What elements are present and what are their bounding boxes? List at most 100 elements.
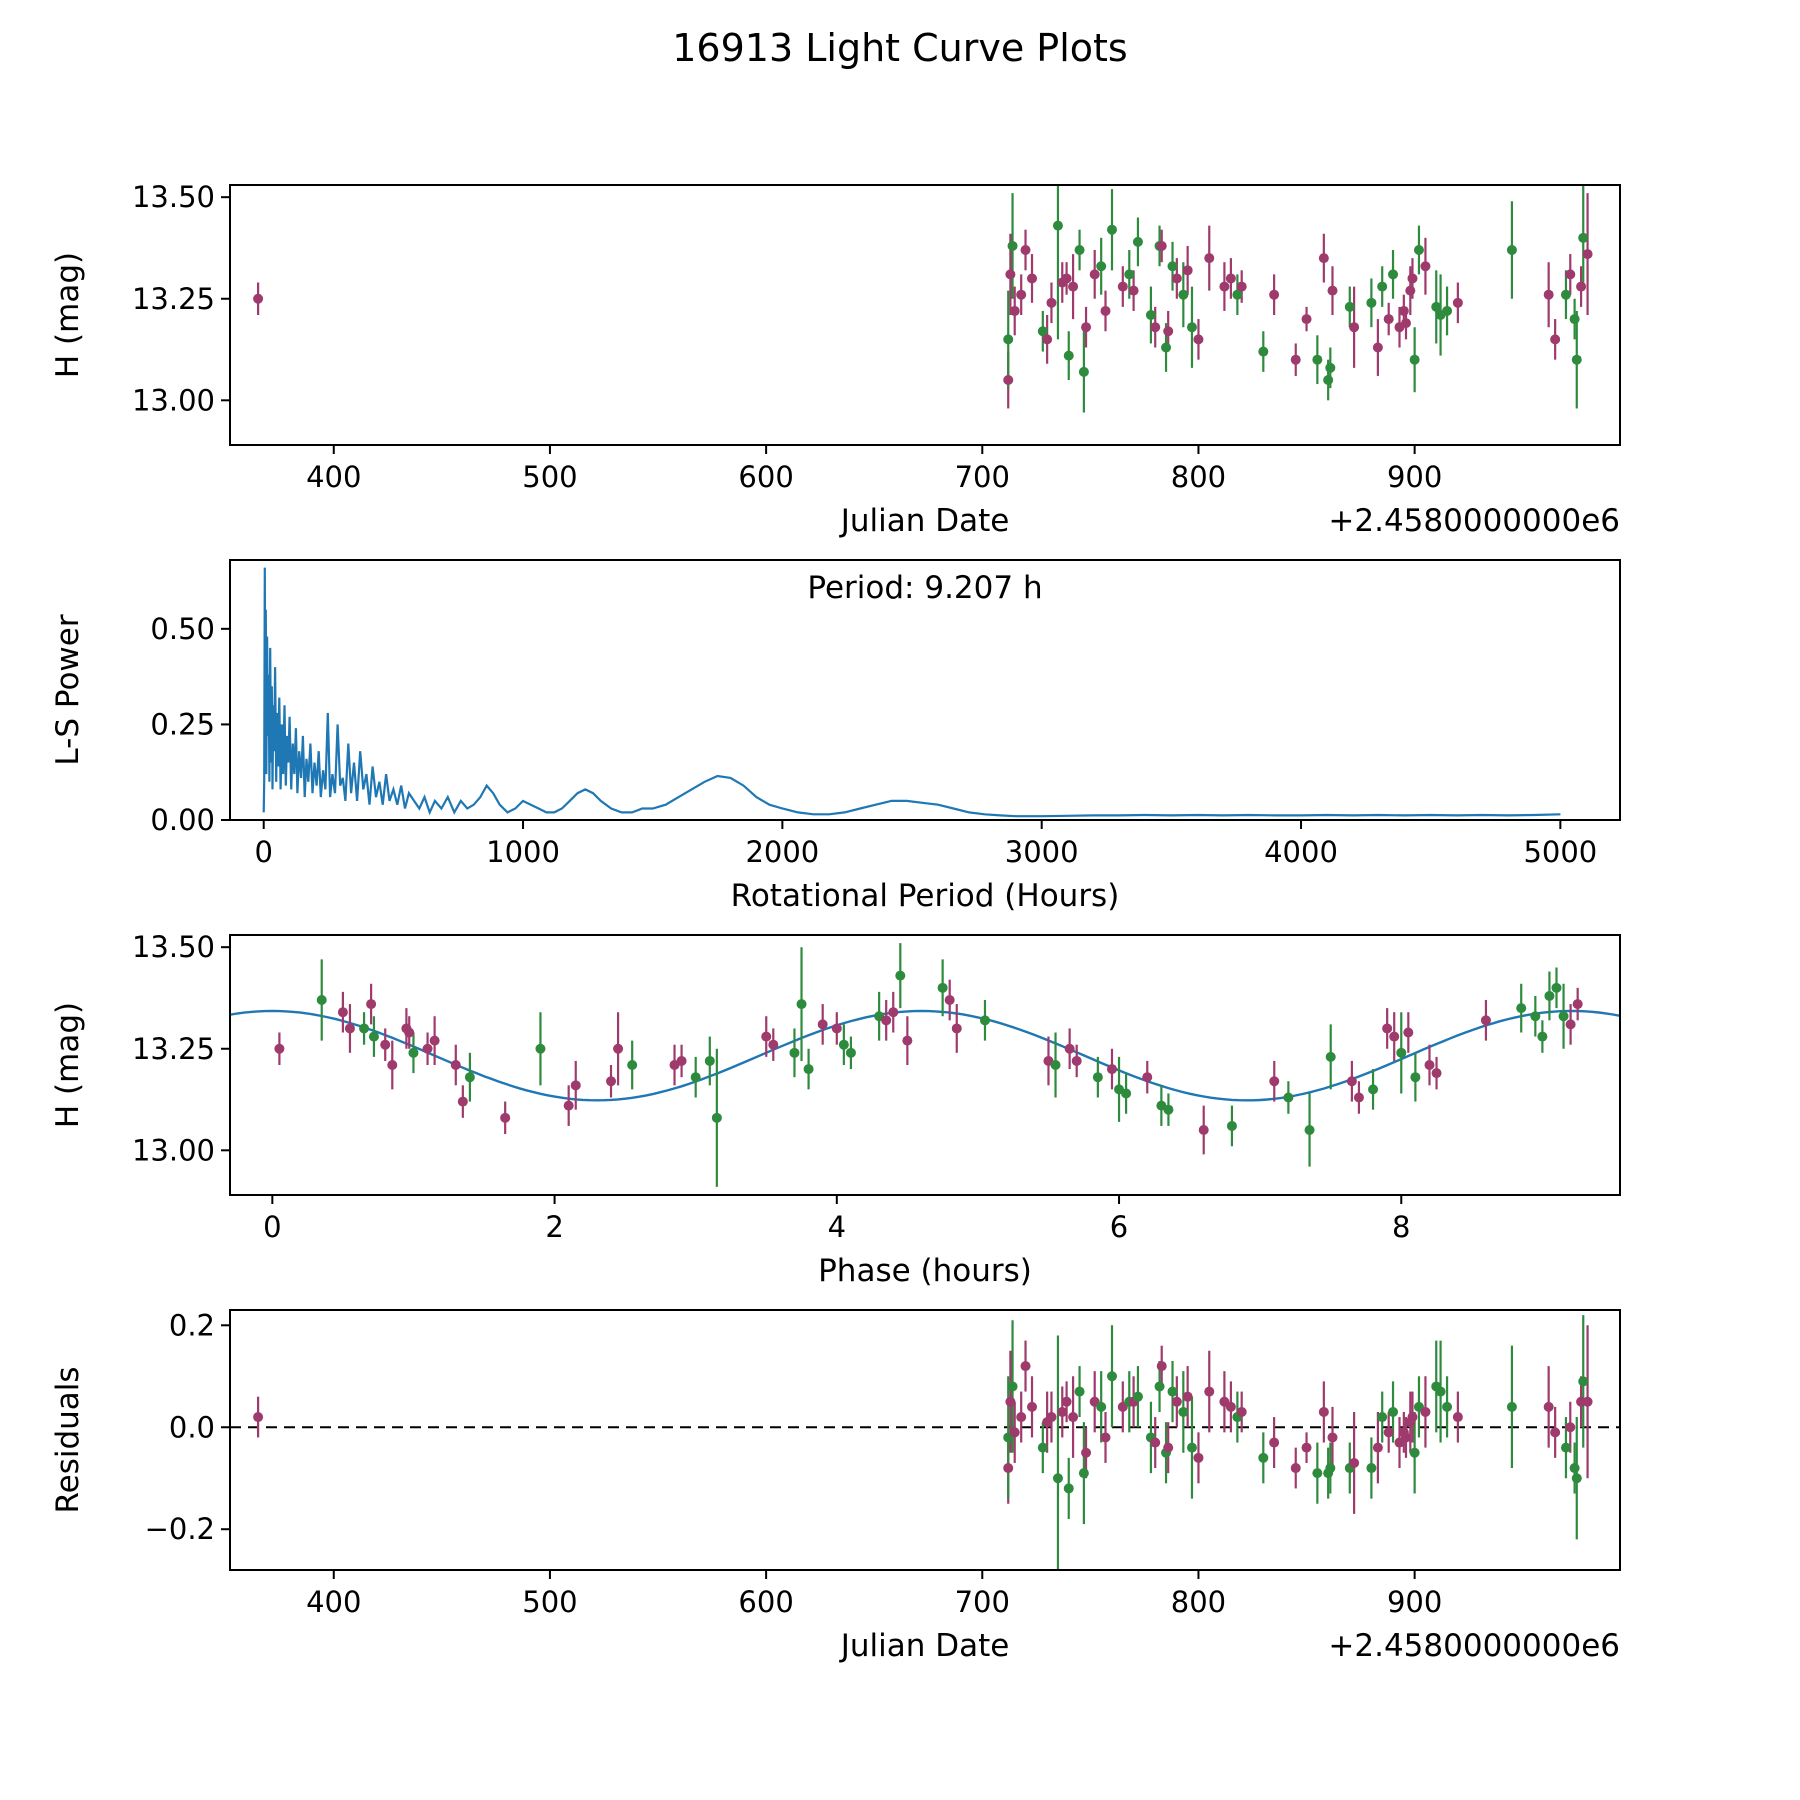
data-point bbox=[368, 1031, 379, 1042]
data-point bbox=[1506, 1401, 1517, 1412]
data-point bbox=[1565, 1019, 1576, 1030]
x-axis-offset-label: +2.4580000000e6 bbox=[1328, 503, 1620, 539]
data-point bbox=[1377, 281, 1388, 292]
data-point bbox=[1407, 1412, 1418, 1423]
data-point bbox=[1560, 289, 1571, 300]
data-point bbox=[1005, 1396, 1016, 1407]
data-point bbox=[1318, 253, 1329, 264]
data-point bbox=[1346, 1076, 1357, 1087]
data-point bbox=[1407, 273, 1418, 284]
data-point bbox=[1171, 1396, 1182, 1407]
data-point bbox=[1550, 1427, 1561, 1438]
data-point bbox=[1409, 354, 1420, 365]
x-tick-label: 800 bbox=[1171, 460, 1226, 494]
y-axis-label: H (mag) bbox=[50, 252, 86, 378]
y-tick-label: 0.25 bbox=[150, 707, 215, 741]
data-point bbox=[404, 1027, 415, 1038]
data-point bbox=[1572, 999, 1583, 1010]
data-point bbox=[1078, 366, 1089, 377]
fit-curve bbox=[230, 1009, 1620, 1102]
x-tick-label: 4000 bbox=[1264, 835, 1338, 869]
data-point bbox=[1009, 305, 1020, 316]
data-point bbox=[1198, 1125, 1209, 1135]
data-point bbox=[1117, 281, 1128, 292]
data-point bbox=[1383, 1427, 1394, 1438]
plot-area bbox=[230, 1315, 1620, 1570]
x-tick-label: 0 bbox=[263, 1210, 281, 1244]
data-point bbox=[1435, 1386, 1446, 1397]
data-point bbox=[1269, 1076, 1280, 1087]
data-point bbox=[627, 1060, 638, 1070]
data-point bbox=[1516, 1003, 1527, 1014]
data-point bbox=[1565, 1422, 1576, 1433]
data-point bbox=[1383, 314, 1394, 325]
x-tick-label: 600 bbox=[738, 1585, 793, 1619]
data-point bbox=[1312, 354, 1323, 365]
data-point bbox=[1368, 1084, 1379, 1095]
data-point bbox=[1225, 273, 1236, 284]
data-point bbox=[1037, 1442, 1048, 1453]
data-point bbox=[1007, 1381, 1018, 1392]
data-point bbox=[1431, 1068, 1442, 1079]
data-point bbox=[1156, 240, 1167, 251]
data-point bbox=[1353, 1092, 1364, 1103]
x-tick-label: 900 bbox=[1387, 460, 1442, 494]
data-point bbox=[1016, 1412, 1027, 1423]
data-point bbox=[1232, 289, 1243, 300]
x-tick-label: 2000 bbox=[745, 835, 819, 869]
data-point bbox=[1405, 285, 1416, 296]
data-point bbox=[1027, 1401, 1038, 1412]
data-point bbox=[1219, 281, 1230, 292]
data-point bbox=[570, 1080, 581, 1091]
data-point bbox=[1551, 982, 1562, 993]
data-point bbox=[1100, 305, 1111, 316]
data-point bbox=[768, 1039, 779, 1050]
data-point bbox=[1163, 326, 1174, 337]
data-point bbox=[1258, 1452, 1269, 1463]
x-axis-label: Julian Date bbox=[839, 503, 1010, 539]
x-tick-label: 400 bbox=[306, 1585, 361, 1619]
data-point bbox=[1163, 1104, 1174, 1115]
data-point bbox=[1569, 1463, 1580, 1474]
data-point bbox=[1150, 322, 1161, 333]
data-point bbox=[1301, 1442, 1312, 1453]
data-point bbox=[1156, 1361, 1167, 1372]
y-axis-label: L-S Power bbox=[50, 614, 86, 765]
data-point bbox=[1349, 322, 1360, 333]
data-point bbox=[253, 1412, 264, 1423]
data-point bbox=[1052, 220, 1063, 231]
data-point bbox=[274, 1043, 285, 1054]
x-tick-label: 500 bbox=[522, 1585, 577, 1619]
data-point bbox=[1186, 1442, 1197, 1453]
data-point bbox=[1578, 1376, 1589, 1387]
data-point bbox=[1106, 1064, 1117, 1075]
data-point bbox=[676, 1055, 687, 1066]
data-point bbox=[1442, 1401, 1453, 1412]
data-point bbox=[606, 1076, 617, 1087]
data-point bbox=[1016, 289, 1027, 300]
data-point bbox=[1409, 1447, 1420, 1458]
data-point bbox=[1301, 314, 1312, 325]
x-tick-label: 0 bbox=[254, 835, 272, 869]
data-point bbox=[563, 1100, 574, 1111]
data-point bbox=[1366, 297, 1377, 308]
data-point bbox=[1061, 273, 1072, 284]
y-tick-label: 0.2 bbox=[169, 1308, 215, 1342]
data-point bbox=[1145, 310, 1156, 320]
data-point bbox=[1304, 1125, 1315, 1135]
data-point bbox=[1506, 245, 1517, 255]
data-point bbox=[1142, 1072, 1153, 1083]
data-point bbox=[803, 1064, 814, 1075]
data-point bbox=[1193, 1452, 1204, 1463]
data-point bbox=[1178, 1406, 1189, 1417]
data-point bbox=[1327, 285, 1338, 296]
data-point bbox=[1167, 261, 1178, 272]
data-point bbox=[1182, 1391, 1193, 1402]
data-point bbox=[1057, 1406, 1068, 1417]
axes-frame bbox=[229, 184, 1621, 446]
data-point bbox=[1050, 1060, 1061, 1070]
panel-periodogram: 0 1000 2000 3000 4000 5000 0.00 0.25 0.50 Rotatio… bbox=[50, 559, 1621, 914]
data-point bbox=[1366, 1463, 1377, 1474]
data-point bbox=[690, 1072, 701, 1083]
data-point bbox=[1078, 1468, 1089, 1479]
